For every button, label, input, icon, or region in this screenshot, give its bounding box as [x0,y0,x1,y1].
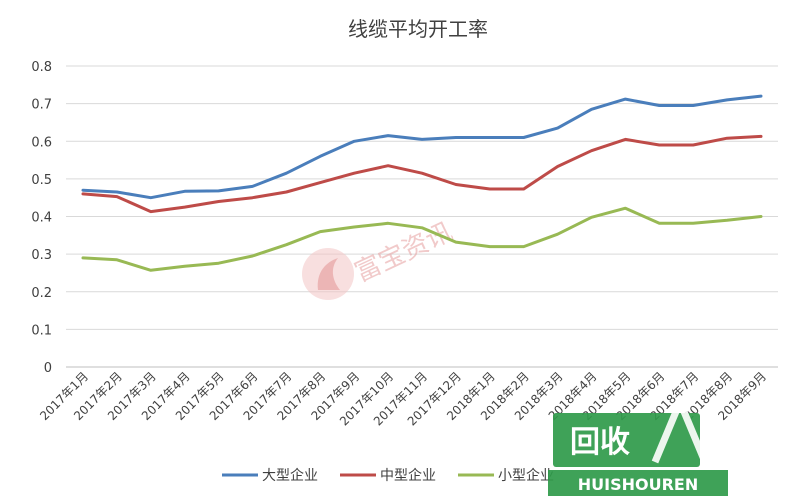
logo-box [553,413,700,467]
watermark-text: 富宝资讯 [350,217,457,288]
chart-title: 线缆平均开工率 [348,17,488,41]
y-tick-label: 0.3 [31,248,52,263]
legend-label: 大型企业 [262,467,318,484]
logo-main-text: 回收 [570,425,630,460]
series-line [81,94,763,200]
watermark-flame-icon [317,258,340,290]
y-tick-label: 0.1 [31,323,52,338]
y-tick-label: 0.2 [31,286,52,301]
huishouren-logo: 回收 HUISHOUREN [548,392,728,496]
y-axis-ticks: 0 0.1 0.2 0.3 0.4 0.5 0.6 0.7 0.8 [31,60,52,376]
logo-mark-icon [651,392,709,464]
logo-sub-box [548,470,728,496]
y-tick-label: 0.6 [31,135,52,150]
legend-label: 中型企业 [380,467,436,484]
y-tick-label: 0.8 [31,60,52,75]
y-tick-label: 0.4 [31,211,52,226]
series-line [81,206,763,272]
y-tick-label: 0.7 [31,98,52,113]
y-tick-label: 0.5 [31,173,52,188]
series-lines [81,94,763,272]
legend-label: 小型企业 [498,467,554,484]
series-line [81,134,763,214]
y-tick-label: 0 [44,361,52,376]
logo-sub-text: HUISHOUREN [578,475,698,494]
legend: 大型企业 中型企业 小型企业 [222,467,554,484]
gridlines [66,65,778,368]
